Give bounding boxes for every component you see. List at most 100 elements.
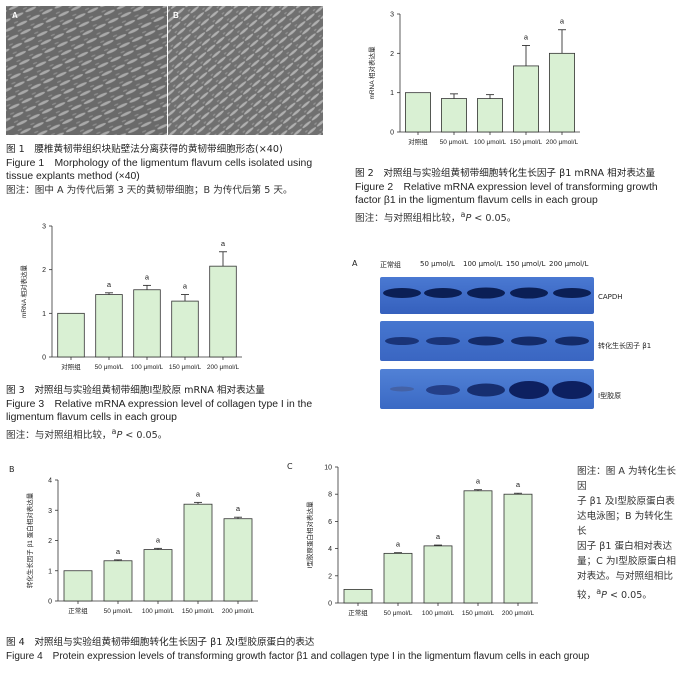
wb-lane-label: 150 μmol/L <box>506 260 546 268</box>
bar <box>477 98 504 133</box>
x-tick-label: 正常组 <box>68 606 88 615</box>
bar <box>441 98 468 133</box>
fig4-side-note-suffix: < 0.05。 <box>606 590 652 602</box>
x-tick-label: 150 μmol/L <box>182 608 215 615</box>
y-axis-label: mRNA 相对表达量 <box>19 264 28 318</box>
significance-mark: a <box>436 532 441 541</box>
fig3-note-suffix: < 0.05。 <box>122 429 168 441</box>
bar <box>383 552 413 604</box>
y-tick-label: 1 <box>42 311 46 318</box>
x-tick-label: 200 μmol/L <box>207 364 240 371</box>
wb-strip-tgfb1 <box>380 321 594 361</box>
fig2-caption: 图 2 对照组与实验组黄韧带细胞转化生长因子 β1 mRNA 相对表达量 Fig… <box>355 167 658 225</box>
fig4-side-note-sup: a <box>596 587 602 596</box>
bar <box>405 92 432 133</box>
y-tick-label: 8 <box>328 492 332 499</box>
x-tick-label: 50 μmol/L <box>440 139 469 146</box>
significance-mark: a <box>236 504 241 513</box>
fig1-caption-en-2: tissue explants method (×40) <box>6 171 140 182</box>
bar <box>133 289 161 358</box>
x-tick-label: 50 μmol/L <box>104 608 133 615</box>
x-tick-label: 对照组 <box>61 362 81 371</box>
bar <box>143 549 173 602</box>
bar <box>63 570 93 602</box>
significance-mark: a <box>196 489 201 498</box>
x-tick-label: 50 μmol/L <box>384 610 413 617</box>
fig4-side-note: 图注：图 A 为转化生长因 子 β1 及Ⅰ型胶原蛋白表 达电泳图；B 为转化生长… <box>577 464 681 603</box>
fig4b-letter: B <box>9 465 15 474</box>
fig4-side-note-line: 对表达。与对照组相比 <box>577 571 673 582</box>
y-tick-label: 6 <box>328 519 332 526</box>
y-tick-label: 2 <box>390 51 394 58</box>
y-tick-label: 3 <box>48 508 52 515</box>
fig2-note-p: P <box>465 212 472 224</box>
wb-bands-gapdh <box>383 287 591 299</box>
x-tick-label: 150 μmol/L <box>462 610 495 617</box>
y-axis-label: mRNA 相对表达量 <box>367 46 376 100</box>
y-tick-label: 0 <box>328 601 332 608</box>
y-axis-label: Ⅰ型胶原蛋白相对表达量 <box>305 501 314 568</box>
micrograph-a: A <box>6 6 167 135</box>
x-tick-label: 200 μmol/L <box>222 608 255 615</box>
bar <box>548 52 575 133</box>
y-tick-label: 10 <box>324 465 332 472</box>
fig4-side-note-line: 达电泳图；B 为转化生长 <box>577 511 673 537</box>
y-tick-label: 0 <box>48 599 52 606</box>
fig2-caption-en-1: Figure 2 Relative mRNA expression level … <box>355 181 658 193</box>
bar <box>95 294 123 358</box>
bar <box>171 300 199 358</box>
fig3-note-prefix: 图注：与对照组相比较， <box>6 429 112 441</box>
fig3-caption-en-1: Figure 3 Relative mRNA expression level … <box>6 398 313 410</box>
fig4-caption: 图 4 对照组与实验组黄韧带细胞转化生长因子 β1 及Ⅰ型胶原蛋白的表达 Fig… <box>6 636 589 663</box>
x-tick-label: 200 μmol/L <box>546 139 579 146</box>
wb-label-tgfb1: 转化生长因子 β1 <box>598 342 652 350</box>
y-tick-label: 0 <box>390 130 394 137</box>
bar <box>512 65 539 133</box>
fig1-caption-en-1: Figure 1 Morphology of the ligmentum fla… <box>6 157 313 169</box>
significance-mark: a <box>524 32 529 41</box>
fig4-side-note-line: 较，aP < 0.05。 <box>577 584 681 603</box>
fig2-note-sup: a <box>460 209 466 219</box>
y-tick-label: 4 <box>328 546 332 553</box>
fig2-note-prefix: 图注：与对照组相比较， <box>355 212 461 224</box>
fig3-caption-cn: 图 3 对照组与实验组黄韧带细胞Ⅰ型胶原 mRNA 相对表达量 <box>6 385 265 396</box>
bar <box>103 560 133 602</box>
x-tick-label: 正常组 <box>348 608 368 617</box>
fig1-note: 图注：图中 A 为传代后第 3 天的黄韧带细胞；B 为传代后第 5 天。 <box>6 184 293 196</box>
fig3-caption-en-2: ligmentum flavum cells in each group <box>6 412 177 423</box>
wb-bands-tgfb1 <box>385 336 589 346</box>
y-tick-label: 0 <box>42 355 46 362</box>
fig2-caption-en-2: factor β1 in the ligmentum flavum cells … <box>355 195 598 206</box>
micrograph-a-letter: A <box>12 11 18 20</box>
x-tick-label: 150 μmol/L <box>510 139 543 146</box>
bar <box>183 503 213 602</box>
y-tick-label: 1 <box>390 90 394 97</box>
x-tick-label: 对照组 <box>408 137 428 146</box>
y-tick-label: 3 <box>390 12 394 19</box>
fig1-caption-cn: 图 1 腰椎黄韧带组织块贴壁法分离获得的黄韧带细胞形态(×40) <box>6 144 283 155</box>
micrograph-b-texture: B <box>168 6 323 135</box>
bar <box>423 545 453 604</box>
fig4-side-note-line: 量；C 为Ⅰ型胶原蛋白相 <box>577 556 676 567</box>
bar <box>223 518 253 602</box>
significance-mark: a <box>476 477 481 486</box>
y-tick-label: 2 <box>42 267 46 274</box>
fig4c-letter: C <box>287 462 293 471</box>
bar <box>503 493 533 604</box>
x-tick-label: 150 μmol/L <box>169 364 202 371</box>
fig2-note-suffix: < 0.05。 <box>471 212 517 224</box>
fig4-side-note-line: 子 β1 及Ⅰ型胶原蛋白表 <box>577 496 675 507</box>
x-tick-label: 100 μmol/L <box>142 608 175 615</box>
significance-mark: a <box>116 547 121 556</box>
x-tick-label: 200 μmol/L <box>502 610 535 617</box>
wb-bands-col1 <box>390 381 592 399</box>
fig1-caption: 图 1 腰椎黄韧带组织块贴壁法分离获得的黄韧带细胞形态(×40) Figure … <box>6 143 312 197</box>
fig3-note-sup: a <box>111 426 117 436</box>
bar <box>463 490 493 604</box>
y-axis-label: 转化生长因子 β1 蛋白相对表达量 <box>25 492 34 588</box>
significance-mark: a <box>516 480 521 489</box>
wb-lane-label: 正常组 <box>380 261 401 269</box>
